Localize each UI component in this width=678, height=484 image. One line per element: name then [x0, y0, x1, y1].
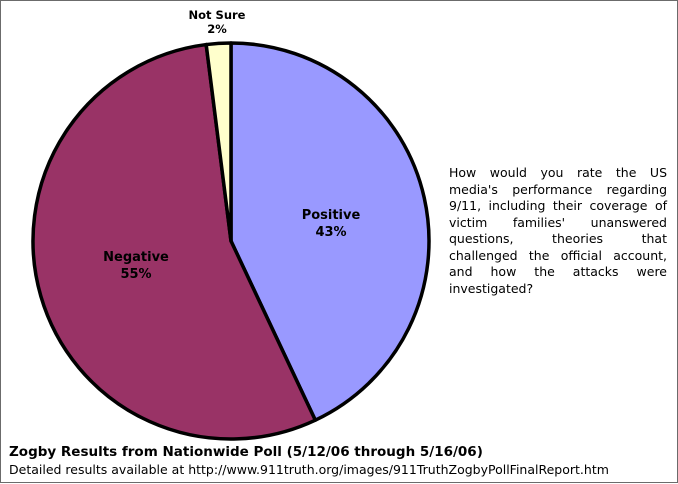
slice-label-positive: Positive	[302, 208, 361, 223]
poll-source-title: Zogby Results from Nationwide Poll (5/12…	[9, 444, 483, 460]
results-link[interactable]: Detailed results available at http://www…	[9, 462, 609, 477]
slice-value-negative: 55%	[120, 267, 151, 282]
slice-label-negative: Negative	[103, 250, 169, 265]
pie-slice-positive	[229, 41, 431, 422]
poll-question: How would you rate the US media's perfor…	[449, 165, 667, 296]
slice-label-not-sure: Not Sure	[189, 8, 246, 22]
pie-slice-not-sure	[204, 41, 233, 243]
pie-slice-negative	[31, 42, 318, 441]
slice-value-not-sure: 2%	[207, 22, 227, 36]
slice-value-positive: 43%	[315, 225, 346, 240]
